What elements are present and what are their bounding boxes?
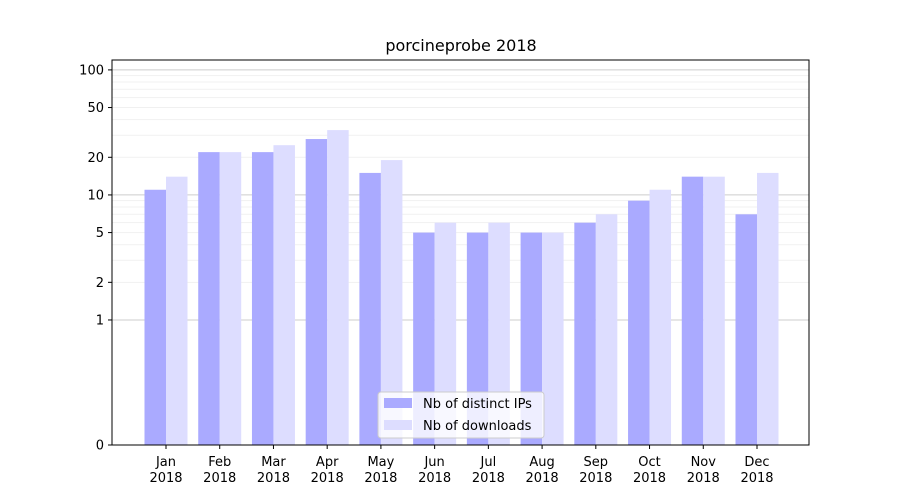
x-tick-label-month: Aug — [529, 455, 554, 470]
x-tick-label-month: Apr — [316, 455, 339, 470]
x-tick-label-year: 2018 — [364, 471, 397, 486]
x-tick-label-month: Jun — [423, 455, 444, 470]
bar-distinct-ips — [251, 152, 274, 445]
bar-distinct-ips — [359, 172, 381, 445]
x-tick-label-year: 2018 — [526, 471, 559, 486]
legend-box — [377, 391, 545, 439]
bar-downloads — [327, 130, 349, 445]
x-tick-label-month: Jul — [480, 455, 497, 470]
y-tick-label: 100 — [79, 63, 104, 78]
plot-frame — [111, 59, 810, 446]
x-tick-label-year: 2018 — [740, 471, 773, 486]
bar-distinct-ips — [574, 222, 596, 445]
x-tick-label-month: May — [367, 455, 394, 470]
x-tick-label-year: 2018 — [472, 471, 505, 486]
y-axis: 0 1 2 5 10 20 50 100 — [79, 63, 112, 454]
x-tick-label-month: Dec — [744, 455, 769, 470]
legend-swatch-ips — [384, 398, 412, 408]
y-tick-label: 2 — [96, 276, 104, 291]
bar-downloads — [649, 189, 672, 445]
legend: Nb of distinct IPs Nb of downloads — [377, 391, 545, 439]
chart-title: porcineprobe 2018 — [385, 36, 536, 55]
bar-downloads — [542, 232, 564, 445]
x-tick-label-month: Sep — [584, 455, 609, 470]
bar-downloads — [595, 214, 618, 445]
x-tick-label-month: Jan — [155, 455, 176, 470]
x-tick-label-month: Mar — [261, 455, 286, 470]
x-tick-label-year: 2018 — [203, 471, 236, 486]
legend-label-downloads: Nb of downloads — [423, 419, 532, 434]
bar-distinct-ips — [681, 176, 704, 445]
x-tick-label-year: 2018 — [687, 471, 720, 486]
y-tick-label: 50 — [87, 101, 104, 116]
x-tick-label-year: 2018 — [579, 471, 612, 486]
x-tick-label-month: Oct — [638, 455, 660, 470]
bar-distinct-ips — [628, 200, 650, 445]
x-tick-label-month: Nov — [691, 455, 717, 470]
y-tick-label: 20 — [87, 151, 104, 166]
x-tick-label-year: 2018 — [633, 471, 666, 486]
legend-label-ips: Nb of distinct IPs — [423, 397, 532, 412]
bar-downloads — [380, 160, 403, 445]
bar-downloads — [166, 176, 188, 445]
x-tick-label-year: 2018 — [149, 471, 182, 486]
bar-distinct-ips — [144, 189, 166, 445]
bar-downloads — [219, 152, 242, 445]
bar-downloads — [434, 222, 457, 445]
y-tick-label: 1 — [96, 313, 104, 328]
bar-downloads — [703, 176, 725, 445]
bar-distinct-ips — [305, 139, 328, 445]
bars — [144, 130, 779, 445]
bar-downloads — [757, 172, 779, 445]
legend-swatch-downloads — [384, 420, 412, 430]
y-tick-label: 0 — [96, 439, 104, 454]
x-tick-label-year: 2018 — [311, 471, 344, 486]
y-tick-label: 5 — [96, 226, 104, 241]
bar-distinct-ips — [735, 214, 757, 445]
x-tick-label-year: 2018 — [257, 471, 290, 486]
bar-downloads — [488, 222, 510, 445]
bar-downloads — [273, 145, 295, 445]
x-axis: Jan2018Feb2018Mar2018Apr2018May2018Jun20… — [149, 445, 774, 486]
bar-distinct-ips — [198, 152, 220, 445]
x-tick-label-year: 2018 — [418, 471, 451, 486]
x-tick-label-month: Feb — [208, 455, 231, 470]
y-tick-label: 10 — [87, 188, 104, 203]
